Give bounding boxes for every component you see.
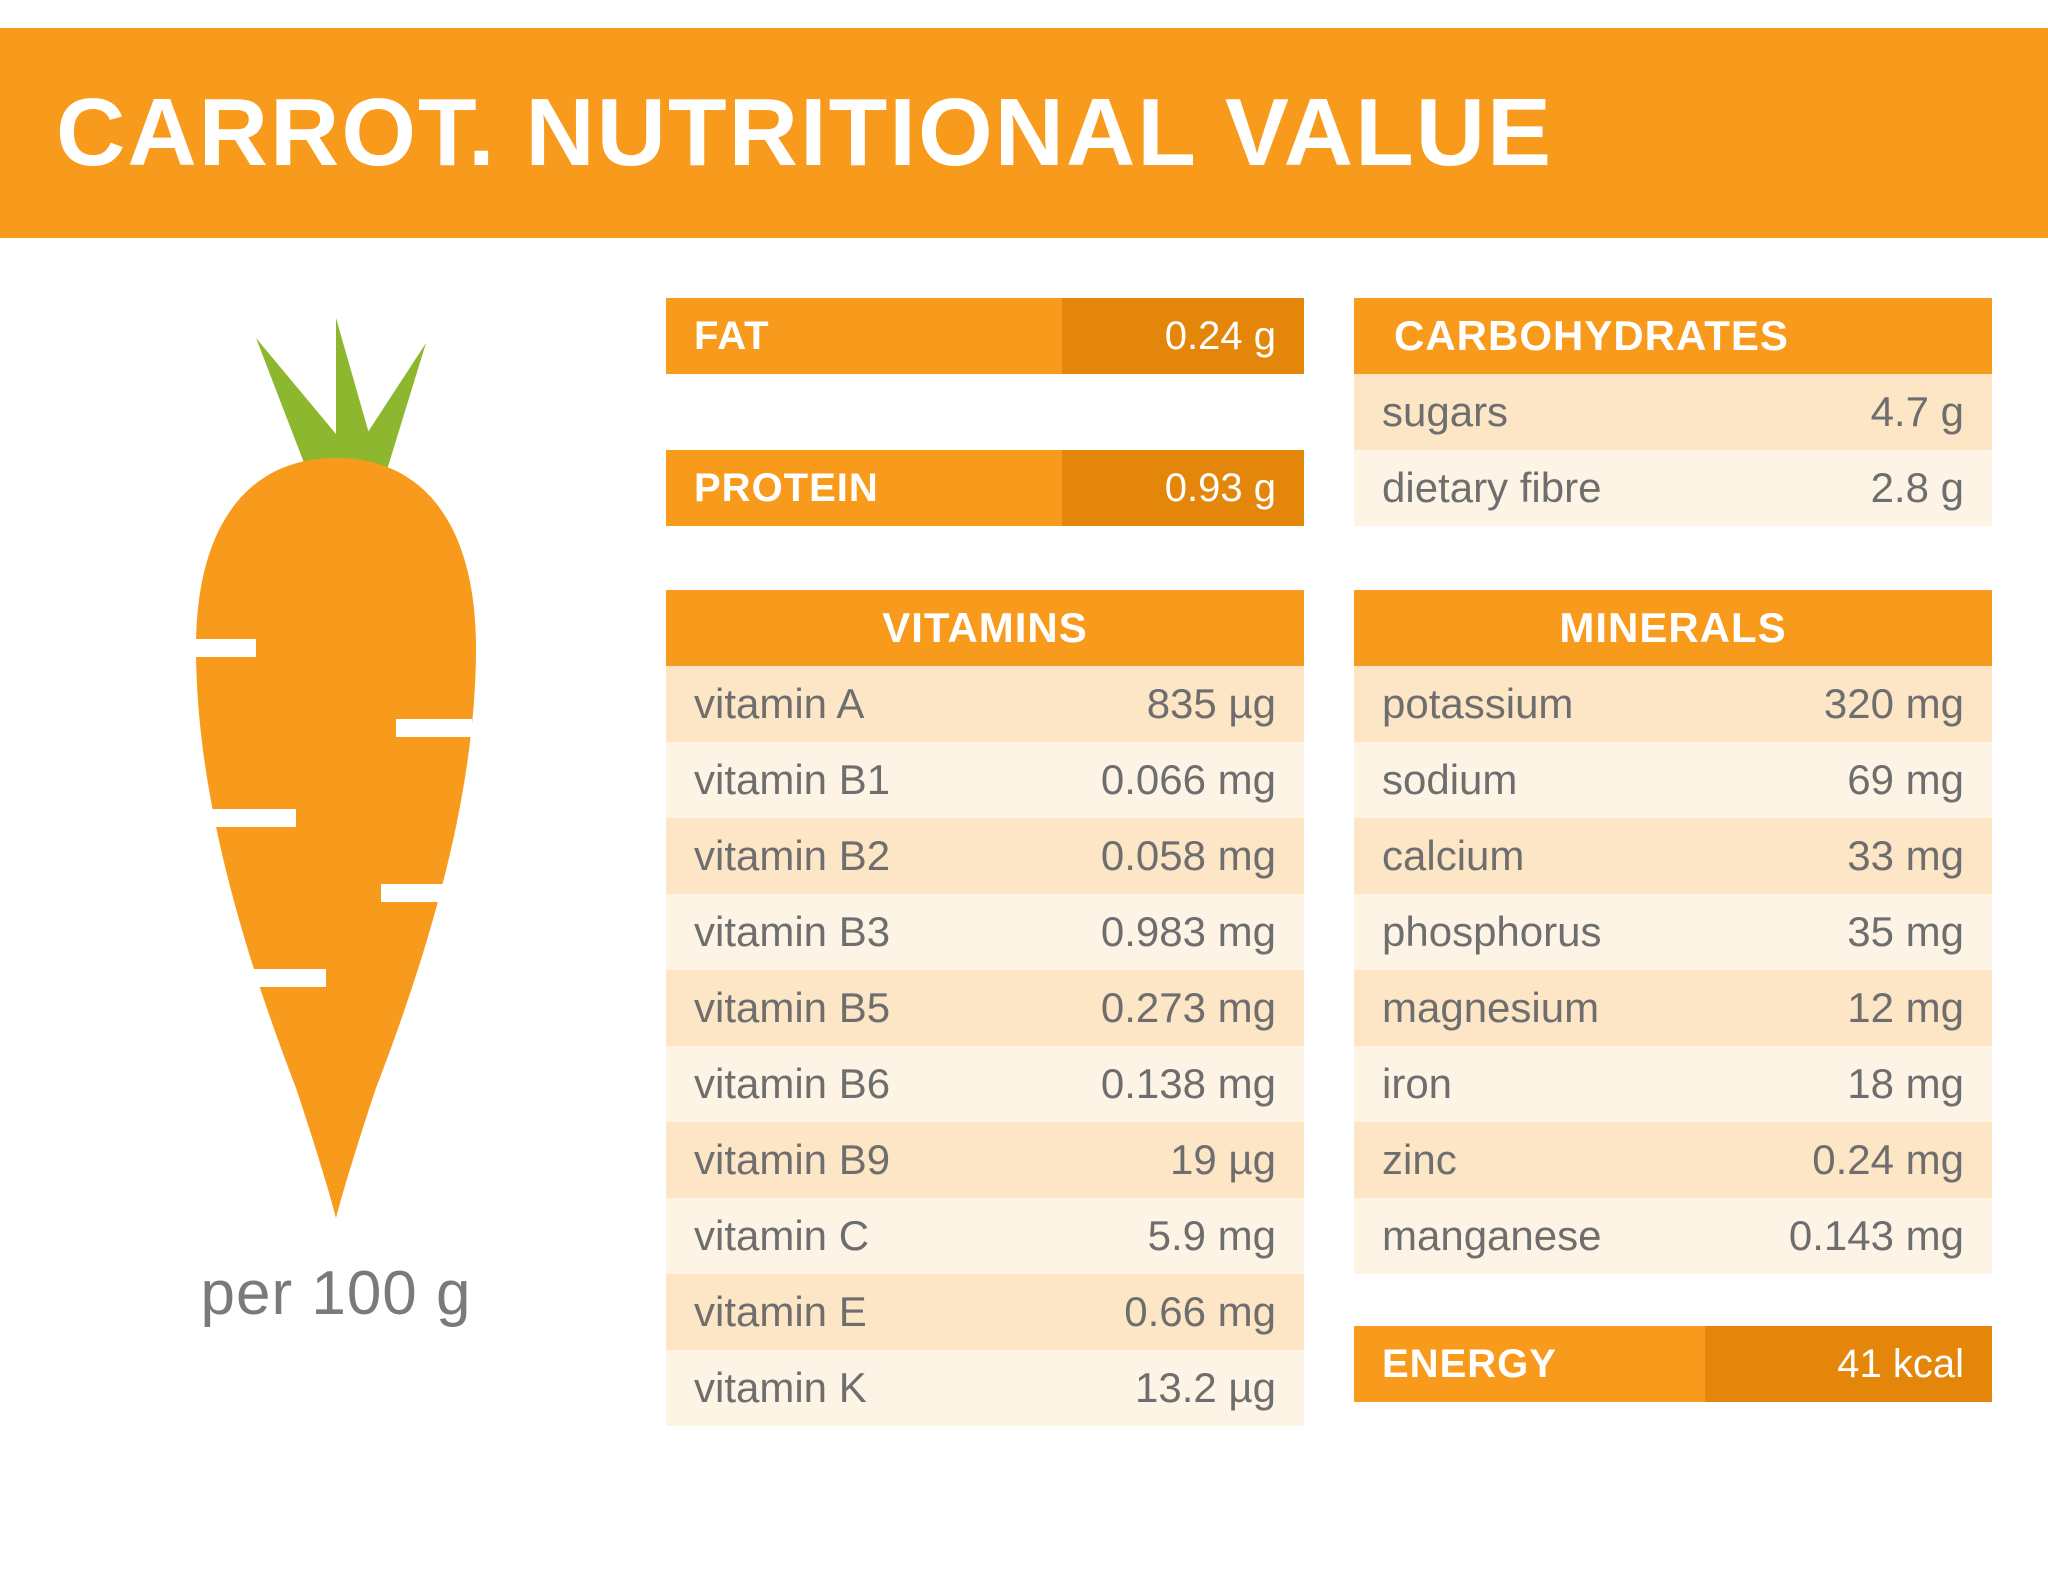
minerals-value: 35 mg (1847, 908, 1964, 956)
vitamins-label: vitamin C (694, 1212, 869, 1260)
serving-caption: per 100 g (201, 1258, 472, 1329)
spacer (1354, 526, 1992, 590)
minerals-label: phosphorus (1382, 908, 1602, 956)
carbs-value: 4.7 g (1871, 388, 1964, 436)
minerals-row: iron 18 mg (1354, 1046, 1992, 1122)
title-bar: CARROT. NUTRITIONAL VALUE (0, 28, 2048, 238)
minerals-row: zinc 0.24 mg (1354, 1122, 1992, 1198)
column-middle: FAT 0.24 g PROTEIN 0.93 g VITAMINS vitam… (666, 298, 1304, 1426)
minerals-label: iron (1382, 1060, 1452, 1108)
vitamins-label: vitamin B3 (694, 908, 890, 956)
vitamins-value: 19 µg (1170, 1136, 1276, 1184)
illustration-column: per 100 g (56, 298, 616, 1426)
vitamins-value: 0.66 mg (1124, 1288, 1276, 1336)
vitamins-row: vitamin B9 19 µg (666, 1122, 1304, 1198)
vitamins-row: vitamin B5 0.273 mg (666, 970, 1304, 1046)
minerals-label: calcium (1382, 832, 1524, 880)
vitamins-label: vitamin B2 (694, 832, 890, 880)
carbs-table: sugars 4.7 g dietary fibre 2.8 g (1354, 374, 1992, 526)
minerals-value: 320 mg (1824, 680, 1964, 728)
fat-label: FAT (666, 298, 1062, 374)
vitamins-value: 0.066 mg (1101, 756, 1276, 804)
carbs-label: dietary fibre (1382, 464, 1601, 512)
vitamins-value: 0.058 mg (1101, 832, 1276, 880)
vitamins-row: vitamin C 5.9 mg (666, 1198, 1304, 1274)
page: CARROT. NUTRITIONAL VALUE (0, 28, 2048, 1584)
vitamins-label: vitamin K (694, 1364, 867, 1412)
fat-value: 0.24 g (1062, 298, 1304, 374)
vitamins-value: 0.138 mg (1101, 1060, 1276, 1108)
vitamins-value: 835 µg (1147, 680, 1276, 728)
vitamins-row: vitamin A 835 µg (666, 666, 1304, 742)
minerals-row: manganese 0.143 mg (1354, 1198, 1992, 1274)
minerals-value: 0.24 mg (1812, 1136, 1964, 1184)
vitamins-row: vitamin B1 0.066 mg (666, 742, 1304, 818)
minerals-label: magnesium (1382, 984, 1599, 1032)
minerals-row: potassium 320 mg (1354, 666, 1992, 742)
minerals-label: zinc (1382, 1136, 1457, 1184)
vitamins-value: 5.9 mg (1148, 1212, 1276, 1260)
vitamins-row: vitamin B2 0.058 mg (666, 818, 1304, 894)
carbs-label: sugars (1382, 388, 1508, 436)
content: per 100 g FAT 0.24 g PROTEIN 0.93 g VITA… (0, 238, 2048, 1426)
minerals-row: phosphorus 35 mg (1354, 894, 1992, 970)
data-columns: FAT 0.24 g PROTEIN 0.93 g VITAMINS vitam… (666, 298, 1992, 1426)
minerals-row: magnesium 12 mg (1354, 970, 1992, 1046)
vitamins-label: vitamin E (694, 1288, 867, 1336)
vitamins-label: vitamin B5 (694, 984, 890, 1032)
vitamins-row: vitamin K 13.2 µg (666, 1350, 1304, 1426)
vitamins-value: 0.983 mg (1101, 908, 1276, 956)
minerals-table: potassium 320 mg sodium 69 mg calcium 33 mg ph… (1354, 666, 1992, 1274)
energy-bar: ENERGY 41 kcal (1354, 1326, 1992, 1402)
fat-bar: FAT 0.24 g (666, 298, 1304, 374)
vitamins-value: 0.273 mg (1101, 984, 1276, 1032)
vitamins-label: vitamin A (694, 680, 864, 728)
protein-bar: PROTEIN 0.93 g (666, 450, 1304, 526)
vitamins-row: vitamin E 0.66 mg (666, 1274, 1304, 1350)
vitamins-table: vitamin A835 µgvitamin B10.066 mgvitamin… (666, 666, 1304, 1426)
carrot-icon (126, 318, 546, 1238)
minerals-label: manganese (1382, 1212, 1602, 1260)
vitamins-label: vitamin B6 (694, 1060, 890, 1108)
minerals-header: MINERALS (1354, 590, 1992, 666)
vitamins-row: vitamin B6 0.138 mg (666, 1046, 1304, 1122)
vitamins-row: vitamin B3 0.983 mg (666, 894, 1304, 970)
minerals-value: 18 mg (1847, 1060, 1964, 1108)
minerals-value: 12 mg (1847, 984, 1964, 1032)
carbs-value: 2.8 g (1871, 464, 1964, 512)
page-title: CARROT. NUTRITIONAL VALUE (56, 78, 1553, 188)
column-right: CARBOHYDRATES sugars 4.7 g dietary fibre 2.… (1354, 298, 1992, 1426)
vitamins-header: VITAMINS (666, 590, 1304, 666)
spacer (666, 386, 1304, 450)
energy-label: ENERGY (1354, 1326, 1705, 1402)
minerals-row: calcium 33 mg (1354, 818, 1992, 894)
minerals-label: sodium (1382, 756, 1517, 804)
vitamins-value: 13.2 µg (1135, 1364, 1276, 1412)
energy-value: 41 kcal (1705, 1326, 1992, 1402)
carbs-row: sugars 4.7 g (1354, 374, 1992, 450)
protein-label: PROTEIN (666, 450, 1062, 526)
minerals-value: 33 mg (1847, 832, 1964, 880)
minerals-value: 69 mg (1847, 756, 1964, 804)
carbs-row: dietary fibre 2.8 g (1354, 450, 1992, 526)
minerals-row: sodium 69 mg (1354, 742, 1992, 818)
minerals-value: 0.143 mg (1789, 1212, 1964, 1260)
vitamins-label: vitamin B9 (694, 1136, 890, 1184)
carbs-header: CARBOHYDRATES (1354, 298, 1992, 374)
vitamins-label: vitamin B1 (694, 756, 890, 804)
minerals-label: potassium (1382, 680, 1573, 728)
protein-value: 0.93 g (1062, 450, 1304, 526)
